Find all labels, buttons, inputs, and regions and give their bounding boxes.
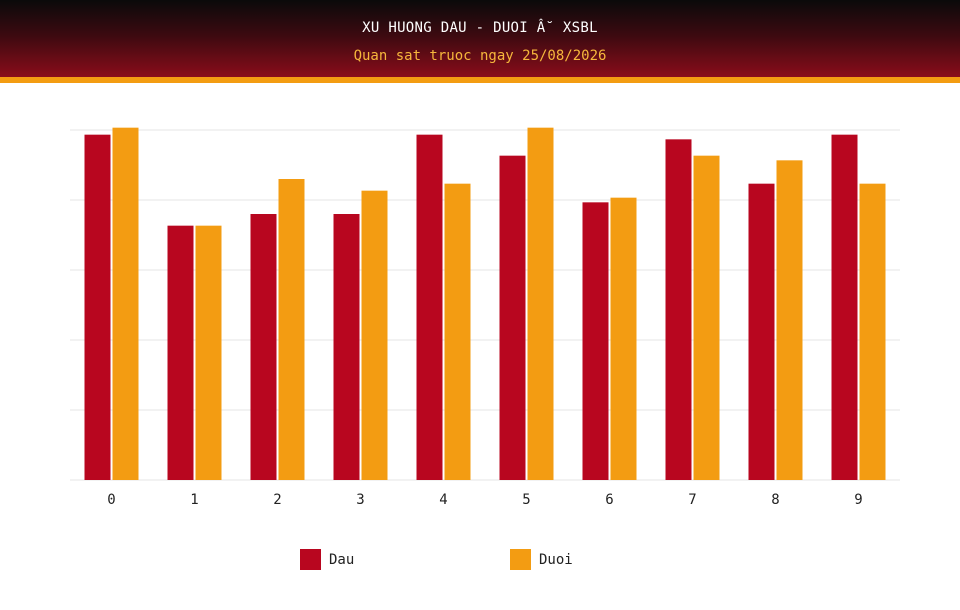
bar-dau-0 (84, 134, 111, 480)
bar-dau-5 (499, 155, 526, 480)
legend-swatch-duoi (510, 549, 531, 570)
bar-dau-1 (167, 225, 194, 480)
bar-duoi-5 (527, 127, 554, 481)
legend-label-dau: Dau (329, 551, 355, 568)
x-tick-label: 7 (688, 492, 696, 508)
header-accent-stripe (0, 77, 960, 83)
legend-item-duoi[interactable]: Duoi (510, 549, 573, 570)
chart-title: XU HUONG DAU - DUOI Â˘ XSBL (362, 20, 598, 36)
bar-duoi-3 (361, 190, 388, 480)
bar-dau-8 (748, 183, 775, 480)
x-tick-label: 9 (854, 492, 862, 508)
bar-dau-6 (582, 202, 609, 481)
legend-item-dau[interactable]: Dau (300, 549, 354, 570)
bar-dau-3 (333, 214, 360, 480)
x-tick-label: 1 (190, 492, 198, 508)
x-tick-label: 2 (273, 492, 281, 508)
x-tick-label: 6 (605, 492, 613, 508)
legend-swatch-dau (300, 549, 321, 570)
bar-duoi-4 (444, 183, 471, 480)
x-tick-label: 3 (356, 492, 364, 508)
x-tick-label: 0 (107, 492, 115, 508)
header-banner (0, 0, 960, 77)
x-tick-label: 8 (771, 492, 779, 508)
chart-subtitle: Quan sat truoc ngay 25/08/2026 (353, 48, 607, 64)
legend-label-duoi: Duoi (539, 551, 573, 568)
bar-duoi-7 (693, 155, 720, 480)
bar-duoi-8 (776, 160, 803, 481)
bar-dau-2 (250, 214, 277, 480)
x-tick-label: 4 (439, 492, 447, 508)
bar-duoi-0 (112, 127, 139, 481)
bar-dau-7 (665, 139, 692, 481)
bar-dau-4 (416, 134, 443, 480)
x-tick-label: 5 (522, 492, 530, 508)
bar-duoi-9 (859, 183, 886, 480)
bar-duoi-2 (278, 179, 305, 480)
bar-dau-9 (831, 134, 858, 480)
bar-duoi-1 (195, 225, 222, 480)
bar-duoi-6 (610, 197, 637, 480)
